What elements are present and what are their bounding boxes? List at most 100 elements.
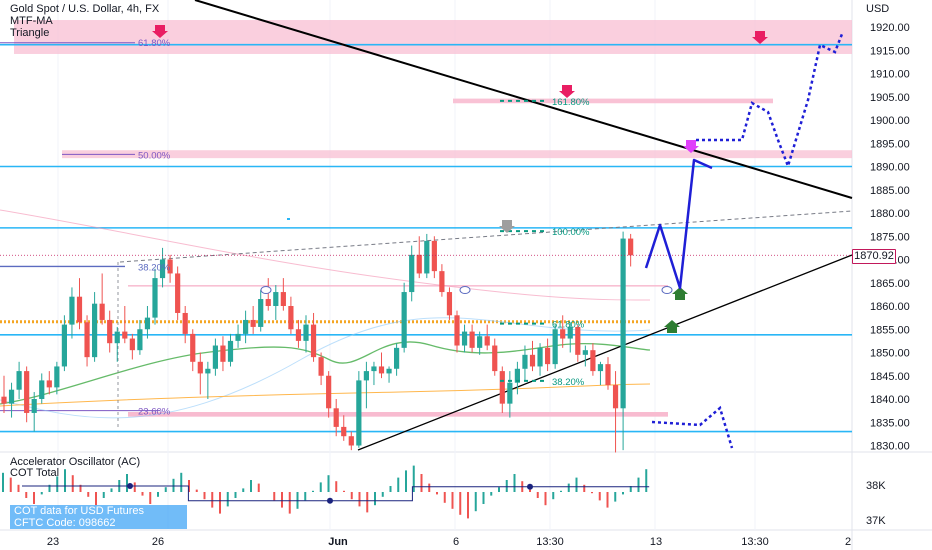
- candle-body: [326, 375, 332, 409]
- ac-bar: [567, 483, 570, 492]
- ac-bar: [358, 492, 361, 507]
- ac-bar: [319, 482, 322, 492]
- candle-body: [243, 319, 249, 334]
- candle-body: [363, 371, 369, 381]
- price-axis-tick: 1865.00: [870, 278, 910, 290]
- candle-body: [371, 366, 377, 372]
- oscillator-title: Accelerator Oscillator (AC): [10, 456, 141, 468]
- ac-bar: [157, 492, 159, 497]
- ac-bar: [350, 492, 353, 500]
- indicator-mtf-ma-label: MTF-MA: [10, 15, 53, 27]
- price-axis-tick: 1905.00: [870, 92, 910, 104]
- candle-body: [333, 408, 339, 427]
- candle-body: [612, 385, 619, 409]
- time-axis-tick: 13:30: [741, 536, 769, 548]
- candle-body: [107, 319, 113, 344]
- ac-bar: [257, 483, 260, 492]
- sell-marker: [752, 31, 768, 44]
- candle-body: [424, 240, 430, 274]
- candle-body: [529, 354, 536, 367]
- fib-label: 161.80%: [552, 97, 590, 108]
- candle-body: [99, 303, 105, 320]
- candle-body: [227, 340, 234, 362]
- sell-marker: [499, 220, 515, 233]
- ac-bar: [645, 469, 648, 492]
- time-axis-tick: 13:30: [536, 536, 564, 548]
- symbol-title: Gold Spot / U.S. Dollar, 4h, FX: [10, 3, 160, 15]
- ac-bar: [242, 488, 245, 492]
- price-axis-tick: 1830.00: [870, 441, 910, 453]
- cot-info-line-1: COT data for USD Futures: [14, 505, 145, 517]
- fib-label: 100.00%: [552, 227, 590, 238]
- ac-bar: [17, 484, 20, 492]
- oscillator-axis-tick: 38K: [866, 480, 886, 492]
- ac-bar: [281, 492, 283, 508]
- candle-body: [401, 292, 407, 348]
- candle-body: [416, 254, 422, 274]
- ac-bar: [172, 478, 175, 492]
- ac-bar: [48, 484, 51, 492]
- price-axis-tick: 1920.00: [870, 22, 910, 34]
- price-axis-tick: 1895.00: [870, 138, 910, 150]
- ac-bar: [451, 492, 454, 509]
- time-axis-tick: 13: [650, 536, 662, 548]
- fib-label: 61.80%: [552, 320, 585, 331]
- candle-body: [288, 306, 294, 330]
- candle-body: [31, 399, 37, 413]
- ac-bar: [95, 492, 97, 506]
- ac-bar: [529, 489, 531, 492]
- price-axis-tick: 1840.00: [870, 394, 910, 406]
- candle-body: [152, 278, 158, 318]
- candle-body: [477, 336, 483, 348]
- ac-bar: [102, 492, 105, 498]
- ac-bar: [498, 487, 500, 492]
- ac-bar: [141, 492, 144, 496]
- candle-body: [159, 259, 166, 279]
- ac-bar: [312, 490, 314, 492]
- candle-body: [220, 345, 226, 362]
- ac-bar: [226, 492, 229, 507]
- candle-body: [16, 371, 22, 390]
- ac-bar: [405, 470, 407, 492]
- candle-body: [469, 331, 475, 348]
- zone-mid: [128, 285, 668, 287]
- ac-bar: [25, 492, 28, 498]
- zone-50: [62, 150, 852, 159]
- candle-body: [522, 354, 528, 369]
- price-axis-tick: 1850.00: [870, 348, 910, 360]
- candle-body: [310, 324, 317, 358]
- ac-bar: [234, 492, 237, 498]
- ac-bar: [436, 492, 438, 495]
- ac-bar: [250, 480, 252, 492]
- candle-body: [454, 315, 460, 346]
- triangle-lower-line: [357, 254, 853, 451]
- ac-bar: [598, 492, 601, 501]
- ac-bar: [474, 492, 477, 512]
- candle-body: [258, 299, 264, 327]
- time-axis-tick: 23: [47, 536, 59, 548]
- cot-info-line-2: CFTC Code: 098662: [14, 517, 116, 529]
- ac-bar: [87, 492, 90, 497]
- candle-body: [114, 331, 120, 344]
- ac-bar: [629, 486, 632, 492]
- candle-body: [492, 345, 498, 372]
- sell-marker: [152, 25, 168, 38]
- ac-bar: [459, 492, 462, 515]
- candle-body: [409, 254, 415, 293]
- candle-body: [122, 331, 128, 339]
- candle-body: [76, 296, 83, 323]
- candle-body: [137, 329, 143, 351]
- ac-bar: [490, 492, 493, 496]
- ac-bar: [420, 474, 423, 492]
- candle-body: [590, 350, 596, 372]
- candle-body: [605, 364, 611, 386]
- candle-body: [348, 436, 354, 446]
- dashed-trend-line: [119, 210, 853, 263]
- candle-body: [129, 338, 135, 351]
- ac-bar: [428, 483, 431, 492]
- cot-info-box: COT data for USD Futures CFTC Code: 0986…: [10, 505, 187, 529]
- ac-bar: [40, 492, 43, 495]
- time-axis-tick: 2: [845, 536, 851, 548]
- ac-bar: [327, 475, 330, 492]
